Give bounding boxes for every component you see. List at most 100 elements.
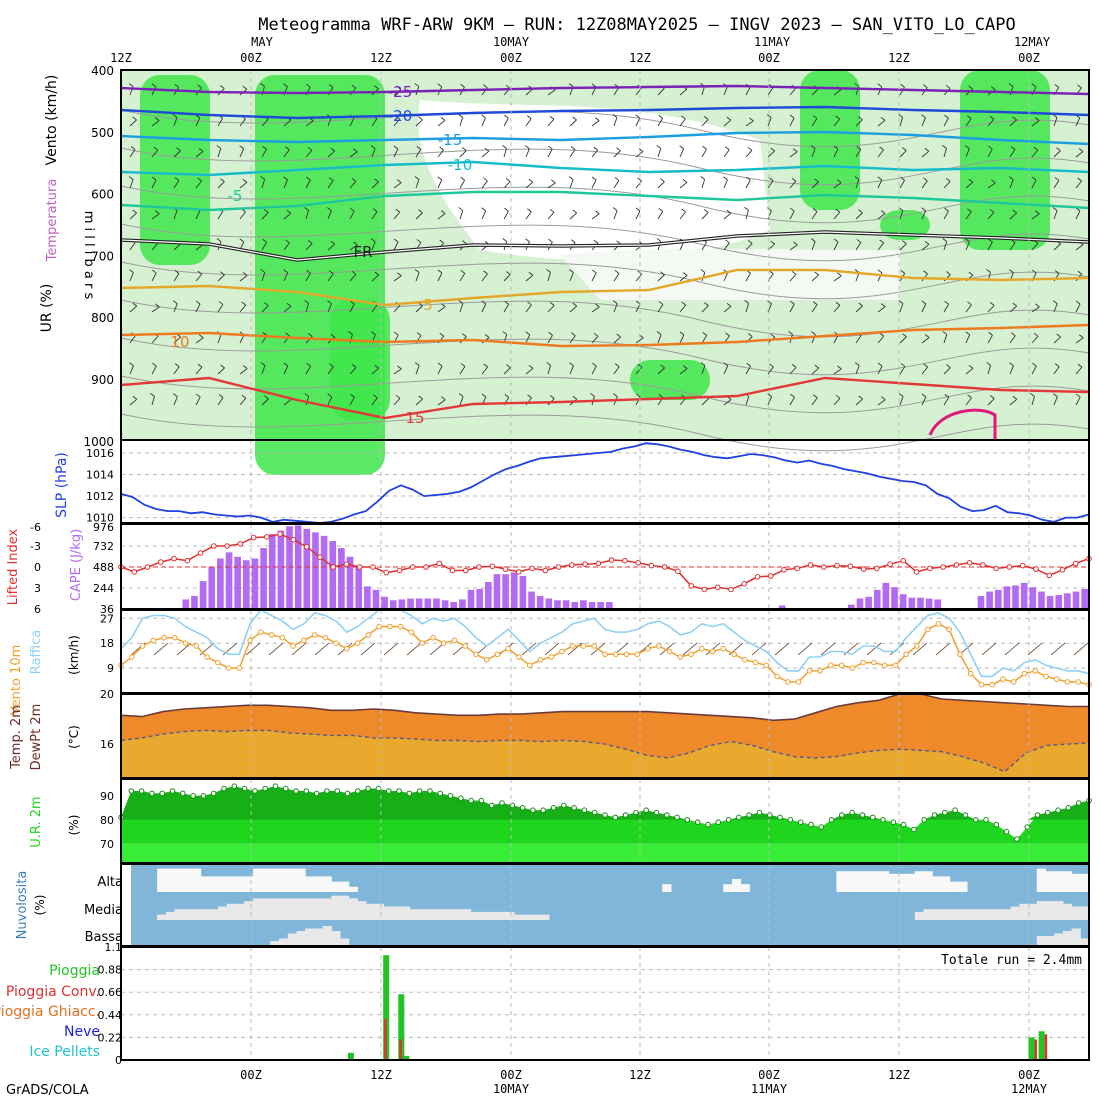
cloud-alta-area [191, 868, 202, 892]
wind-barb [1009, 86, 1014, 96]
wind-barb [593, 146, 599, 151]
wind-barb [242, 365, 248, 369]
wind-barb [283, 119, 292, 127]
slp-line [120, 442, 1090, 524]
wind-barb [988, 238, 993, 243]
wind-barb [569, 119, 577, 127]
bottom-hour-label: 00Z [758, 1068, 780, 1082]
wind-barb [261, 398, 269, 406]
wind-barb [546, 362, 551, 366]
wind-barb [528, 364, 534, 369]
wind-barb [921, 207, 926, 212]
wind10m-legend-label: Vento 10m [9, 645, 24, 716]
wind-barb [393, 331, 399, 336]
wind-barb [679, 368, 688, 375]
rh2m-point [1034, 812, 1041, 818]
cape-bar [597, 602, 604, 609]
cloud-alta-area [261, 868, 271, 892]
cloud-media-area [488, 911, 498, 920]
wind-barb [989, 395, 995, 399]
wind10m-point [322, 634, 329, 641]
cape-bar [381, 596, 388, 609]
wind-barb [899, 396, 904, 406]
wind-barb [1009, 269, 1014, 274]
wind-barb [1075, 210, 1081, 220]
wind-barb [899, 117, 904, 127]
wind-barb [900, 176, 905, 181]
wind-barb [877, 83, 882, 88]
wind-barb [1033, 332, 1039, 337]
wind-barb [790, 393, 795, 398]
wind-barb [525, 334, 531, 344]
cloud-alta-area [218, 876, 228, 892]
wind-barb [129, 272, 134, 282]
lifted-index-point [237, 541, 244, 547]
wind-barb [704, 302, 709, 306]
bottom-date-label: 10MAY [493, 1082, 530, 1096]
isotherm-line [120, 376, 1090, 420]
wind-barb [261, 179, 266, 189]
lifted-index-point [728, 586, 734, 593]
wind-barb [353, 241, 358, 246]
wind-barb [283, 269, 288, 274]
wind-barb [218, 394, 224, 398]
wind-barb [1035, 303, 1040, 308]
rh-saturated-area [330, 300, 390, 420]
wind10m-tick-label: 18 [100, 637, 114, 650]
wind10m-point [645, 645, 651, 652]
lifted-index-tick-label: -3 [30, 540, 41, 553]
wind-barb [129, 212, 137, 220]
wind-barb [502, 331, 508, 335]
rain-bar [383, 955, 390, 1060]
wind-barb [547, 365, 552, 375]
wind10m-point [1043, 673, 1049, 680]
lifted-index-point [661, 564, 668, 570]
lifted-index-point [569, 562, 575, 568]
wind-barb [789, 151, 798, 158]
cloud-media-area [157, 914, 167, 920]
wind-barb [327, 393, 332, 398]
cloud-media-area [1019, 903, 1029, 920]
wind-barb [723, 212, 732, 220]
wind-barb [263, 209, 269, 213]
wind-barb [174, 363, 180, 367]
wind-barb [351, 177, 357, 182]
bottom-date-label: 11MAY [751, 1082, 788, 1096]
wind-barb [327, 300, 332, 305]
lifted-index-point [224, 543, 230, 549]
rh2m-point [1045, 809, 1051, 816]
wind-barb [569, 335, 576, 344]
wind-barb [239, 368, 248, 375]
wind10m-point [365, 632, 372, 638]
wind-barb [504, 394, 510, 398]
wind-barb [858, 302, 863, 307]
wind-barb [879, 146, 884, 151]
cape-bar [1020, 582, 1028, 609]
rh-contour [120, 299, 1090, 338]
wind-barb [242, 178, 248, 183]
wind-barb [1008, 83, 1014, 87]
pressure-tick-label: 900 [91, 373, 114, 387]
lifted-index-point [927, 565, 933, 572]
wind-barb [547, 145, 553, 150]
wind-barb [986, 362, 991, 366]
temp-axis-label: (°C) [67, 725, 81, 749]
wind-barb [945, 84, 951, 89]
wind-barb [414, 362, 420, 366]
wind-barb [241, 394, 247, 399]
wind10m-point [634, 651, 641, 658]
wind-barb [285, 239, 290, 244]
wind-barb [239, 397, 247, 406]
wind-barb [1031, 242, 1039, 251]
precip-tick-label: 0.44 [98, 1009, 123, 1022]
lifted-index-point [502, 566, 509, 572]
cape-tick-label: 244 [93, 582, 114, 595]
wind-barb [591, 306, 600, 313]
precip-legend-4: Ice Pellets [29, 1044, 100, 1060]
wind10m-arrow [360, 642, 376, 656]
wind-barb [701, 398, 709, 406]
rh2m-point [344, 790, 351, 797]
wind-barb [437, 269, 443, 274]
wind-barb [1052, 207, 1058, 211]
cloud-media-area [1071, 906, 1081, 920]
